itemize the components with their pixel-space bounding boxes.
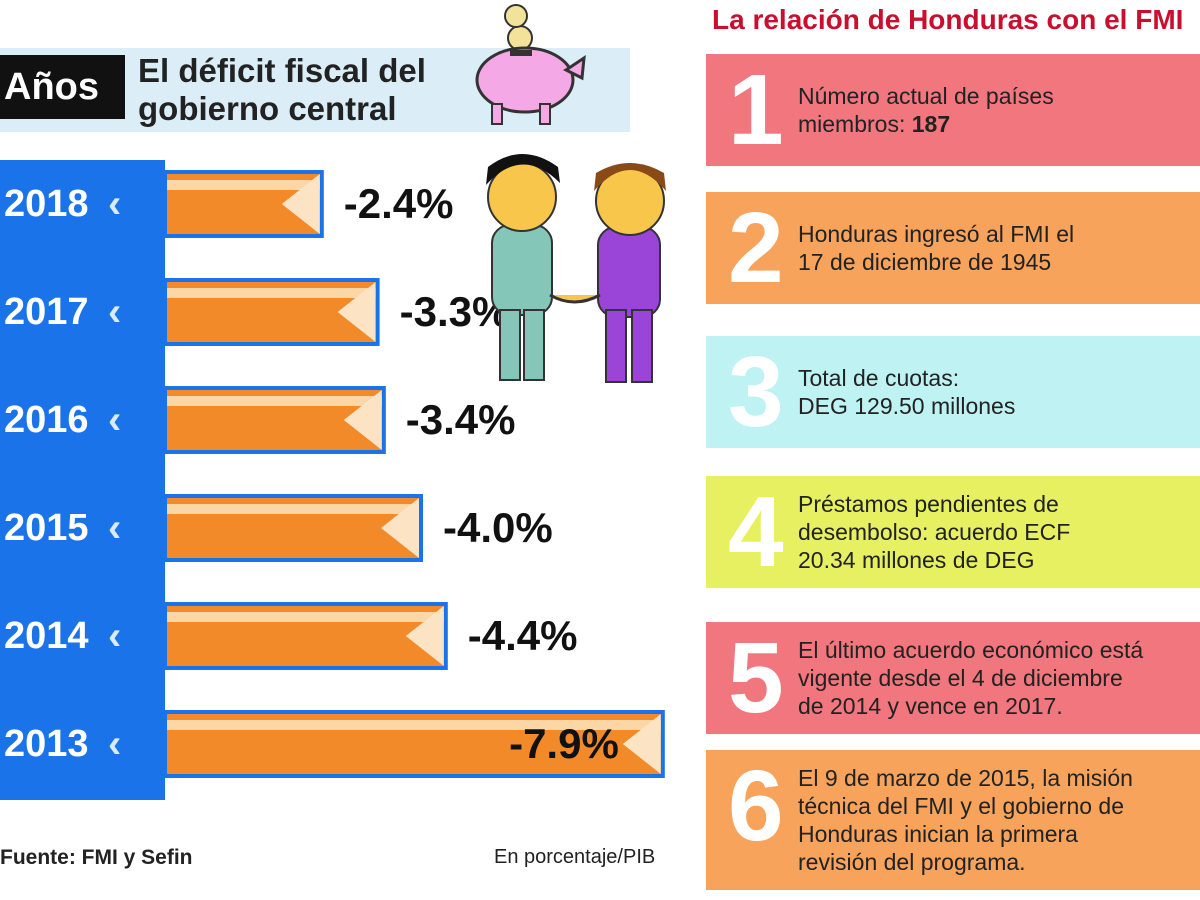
bar-highlight-2018 — [167, 180, 320, 190]
bar-tip-2015 — [381, 498, 419, 558]
year-text: 2017 — [4, 291, 89, 333]
bar-tip-2016 — [343, 390, 382, 450]
year-text: 2013 — [4, 723, 89, 765]
fact-card-5: 5 El último acuerdo económico está vigent… — [706, 622, 1200, 734]
year-label-2017: 2017 ‹ — [4, 287, 164, 337]
fact-text: Total de cuotas: DEG 129.50 millones — [798, 365, 1016, 419]
bar-highlight-2017 — [167, 288, 376, 298]
chevron-left-icon: ‹ — [108, 398, 122, 442]
fact-text: El 9 de marzo de 2015, la misión técnica… — [798, 765, 1133, 875]
fact-card-3: 3 Total de cuotas: DEG 129.50 millones — [706, 336, 1200, 448]
chevron-left-icon: ‹ — [108, 506, 122, 550]
chevron-left-icon: ‹ — [108, 614, 122, 658]
bar-highlight-2014 — [167, 612, 444, 622]
bar-tip-2018 — [281, 174, 320, 234]
year-text: 2015 — [4, 507, 89, 549]
fact-number: 4 — [728, 476, 784, 588]
chart-title: El déficit fiscal del gobierno central — [138, 52, 426, 128]
years-column — [0, 160, 165, 800]
fact-number: 5 — [728, 622, 784, 734]
bar-highlight-2015 — [167, 504, 419, 514]
year-label-2013: 2013 ‹ — [4, 719, 164, 769]
bar-chart: -2.4%-3.3%-3.4%-4.0%-4.4%-7.9% — [163, 170, 665, 778]
handshake-people-icon — [486, 154, 666, 383]
fact-number: 3 — [728, 336, 784, 448]
year-text: 2018 — [4, 183, 89, 225]
coins-icon — [504, 4, 533, 51]
unit-note: En porcentaje/PIB — [494, 846, 656, 868]
fact-text: El último acuerdo económico está vigente… — [798, 637, 1144, 719]
year-label-2014: 2014 ‹ — [4, 611, 164, 661]
fact-card-6: 6 El 9 de marzo de 2015, la misión técnic… — [706, 750, 1200, 890]
year-label-2018: 2018 ‹ — [4, 179, 164, 229]
fact-card-1: 1 Número actual de países miembros: 187 — [706, 54, 1200, 166]
right-panel-title: La relación de Honduras con el FMI — [712, 4, 1184, 35]
bar-highlight-2016 — [167, 396, 382, 406]
year-label-2015: 2015 ‹ — [4, 503, 164, 553]
bar-tip-2017 — [337, 282, 376, 342]
chart-title-line1: El déficit fiscal del — [138, 52, 426, 89]
chevron-left-icon: ‹ — [108, 182, 122, 226]
piggy-bank-icon — [475, 4, 586, 125]
fact-text: Número actual de países miembros: 187 — [798, 83, 1054, 137]
fact-text: Préstamos pendientes de desembolso: acue… — [798, 491, 1071, 573]
value-label-2016: -3.4% — [406, 396, 516, 443]
fact-number: 2 — [728, 192, 784, 304]
chart-title-line2: gobierno central — [138, 90, 397, 127]
fact-card-4: 4 Préstamos pendientes de desembolso: acu… — [706, 476, 1200, 588]
year-label-2016: 2016 ‹ — [4, 395, 164, 445]
year-text: 2014 — [4, 615, 89, 657]
fact-card-2: 2 Honduras ingresó al FMI el 17 de diciem… — [706, 192, 1200, 304]
chevron-left-icon: ‹ — [108, 722, 122, 766]
value-label-2014: -4.4% — [468, 612, 578, 659]
fact-number: 6 — [728, 750, 784, 862]
fact-bold-value: 187 — [911, 111, 951, 137]
value-label-2013: -7.9% — [509, 720, 619, 767]
chevron-left-icon: ‹ — [108, 290, 122, 334]
bar-tip-2014 — [405, 606, 444, 666]
bar-highlight-2013 — [167, 720, 661, 730]
value-label-2015: -4.0% — [443, 504, 553, 551]
value-label-2018: -2.4% — [344, 180, 454, 227]
fact-number: 1 — [728, 54, 784, 166]
source-note: Fuente: FMI y Sefin — [0, 846, 193, 869]
years-header: Años — [0, 55, 125, 119]
bar-tip-2013 — [622, 714, 661, 774]
year-text: 2016 — [4, 399, 89, 441]
fact-text: Honduras ingresó al FMI el 17 de diciemb… — [798, 221, 1075, 275]
